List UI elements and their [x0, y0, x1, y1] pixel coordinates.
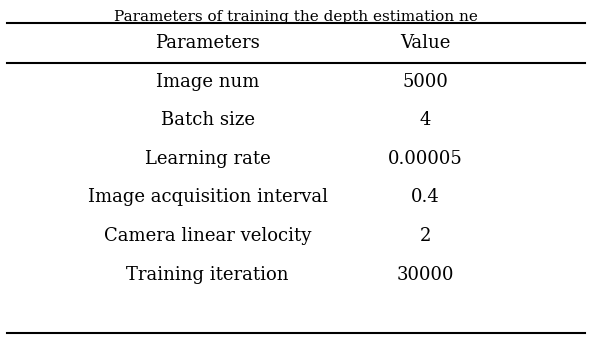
Text: Parameters: Parameters — [155, 34, 260, 52]
Text: Image acquisition interval: Image acquisition interval — [88, 189, 327, 207]
Text: Image num: Image num — [156, 73, 259, 91]
Text: Value: Value — [400, 34, 451, 52]
Text: 5000: 5000 — [403, 73, 449, 91]
Text: Batch size: Batch size — [160, 112, 255, 129]
Text: 2: 2 — [420, 227, 432, 245]
Text: Training iteration: Training iteration — [126, 266, 289, 284]
Text: 0.00005: 0.00005 — [388, 150, 463, 168]
Text: Learning rate: Learning rate — [144, 150, 271, 168]
Text: Parameters of training the depth estimation ne: Parameters of training the depth estimat… — [114, 10, 478, 24]
Text: 30000: 30000 — [397, 266, 455, 284]
Text: 4: 4 — [420, 112, 432, 129]
Text: 0.4: 0.4 — [411, 189, 440, 207]
Text: Camera linear velocity: Camera linear velocity — [104, 227, 311, 245]
